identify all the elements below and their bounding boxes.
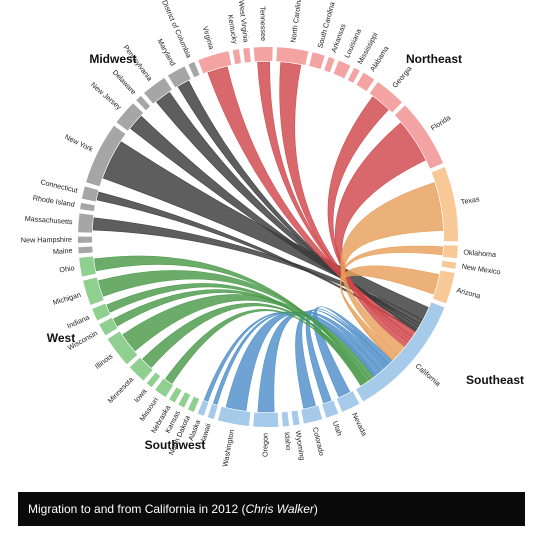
caption-author: Chris Walker [245, 502, 313, 516]
chord-diagram: Maine New Hampshire Massachusetts Rhode Isl… [0, 0, 540, 490]
state-label: Delaware [111, 68, 138, 96]
state-arc [78, 237, 92, 243]
state-arc [136, 96, 150, 110]
state-label: Iowa [132, 387, 149, 404]
region-label: West [47, 331, 75, 345]
state-arc [357, 73, 375, 91]
region-label: Southwest [145, 438, 206, 452]
state-label: Wyoming [294, 430, 307, 461]
figure-caption: Migration to and from California in 2012… [18, 492, 525, 526]
state-arc [292, 411, 300, 426]
caption-close: ) [314, 502, 318, 516]
state-arc [78, 213, 93, 232]
state-label: Texas [460, 194, 480, 206]
state-arc [78, 246, 92, 253]
state-label: Ohio [59, 263, 75, 274]
state-arc [348, 68, 360, 83]
state-label: Indiana [66, 313, 91, 331]
state-arc [334, 61, 351, 79]
state-arc [443, 245, 458, 258]
state-label: Kentucky [226, 14, 240, 45]
region-label: Southeast [466, 373, 524, 387]
state-arc [188, 397, 199, 412]
state-arc [282, 412, 289, 427]
state-arc [322, 400, 338, 417]
state-label: New Mexico [461, 262, 501, 277]
state-label: New Jersey [89, 80, 124, 112]
state-label: Virginia [201, 25, 217, 50]
caption-text: Migration to and from California in 2012… [28, 502, 245, 516]
state-arc [188, 62, 199, 77]
state-arc [198, 401, 209, 416]
state-arc [79, 256, 96, 276]
state-label: Tennessee [258, 6, 268, 41]
state-label: Georgia [390, 64, 413, 89]
state-arc [233, 49, 241, 64]
state-arc [147, 373, 161, 388]
region-label: Midwest [89, 52, 136, 66]
state-label: Michigan [52, 290, 82, 307]
state-arc [178, 392, 190, 407]
state-arc [82, 186, 98, 201]
state-arc [309, 52, 324, 69]
state-arc [442, 261, 457, 269]
state-arc [80, 203, 95, 211]
state-label: Massachusetts [24, 214, 73, 227]
region-label: Northeast [406, 52, 462, 66]
state-label: Connecticut [40, 177, 79, 195]
state-label: Maine [53, 246, 73, 256]
state-label: New York [63, 132, 95, 154]
state-label: California [414, 361, 443, 388]
state-label: Idaho [283, 432, 294, 451]
state-arc [324, 57, 334, 72]
state-label: Utah [331, 420, 345, 437]
state-label: Florida [429, 113, 452, 133]
state-arc [254, 47, 273, 61]
state-label: Oklahoma [463, 247, 496, 259]
state-label: New Hampshire [21, 235, 72, 245]
state-arc [253, 412, 278, 427]
state-label: Arizona [456, 285, 482, 300]
state-arc [169, 387, 181, 402]
state-arc [243, 48, 251, 63]
state-label: Colorado [311, 426, 327, 456]
state-label: Oregon [260, 433, 269, 457]
state-label: Illinois [93, 351, 115, 371]
state-label: Nevada [350, 411, 369, 437]
state-label: Washington [220, 429, 236, 468]
state-label: North Carolina [288, 0, 303, 43]
chord-links [93, 62, 443, 412]
state-label: Minnesota [106, 375, 135, 405]
state-label: Rhode Island [32, 193, 75, 209]
state-label: Maryland [155, 37, 177, 67]
state-arc [208, 404, 218, 419]
